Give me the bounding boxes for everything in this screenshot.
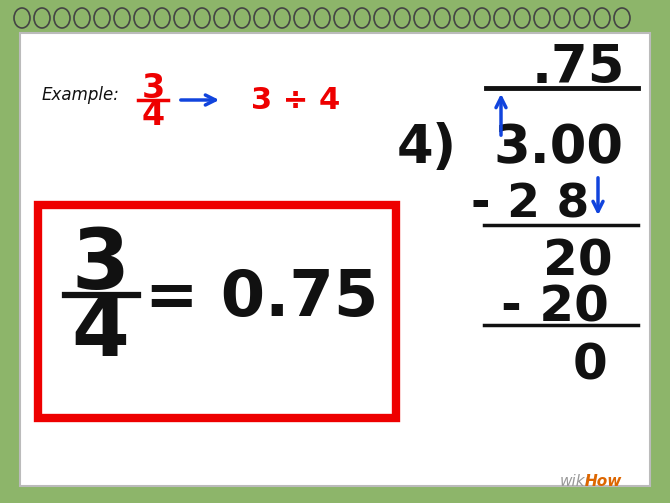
Ellipse shape [534,8,550,28]
Ellipse shape [454,8,470,28]
Text: 3.00: 3.00 [493,122,623,174]
Ellipse shape [294,8,310,28]
Text: 3: 3 [141,71,165,105]
Text: 4: 4 [397,122,433,174]
Ellipse shape [494,8,510,28]
Text: - 20: - 20 [501,284,609,332]
Ellipse shape [34,8,50,28]
Ellipse shape [474,8,490,28]
Ellipse shape [114,8,130,28]
Text: 4: 4 [141,99,165,131]
Text: wiki: wiki [560,474,590,489]
Text: ): ) [432,122,456,174]
Ellipse shape [174,8,190,28]
Ellipse shape [74,8,90,28]
Ellipse shape [354,8,370,28]
Ellipse shape [94,8,110,28]
Text: How: How [585,474,622,489]
Ellipse shape [314,8,330,28]
Text: = 0.75: = 0.75 [145,267,379,329]
Ellipse shape [54,8,70,28]
Ellipse shape [374,8,390,28]
Text: 3: 3 [71,224,129,305]
Ellipse shape [334,8,350,28]
Text: 4: 4 [71,292,129,373]
Ellipse shape [554,8,570,28]
Ellipse shape [154,8,170,28]
Ellipse shape [514,8,530,28]
Text: 3 ÷ 4: 3 ÷ 4 [251,86,340,115]
Ellipse shape [394,8,410,28]
Text: 0: 0 [573,341,608,389]
Ellipse shape [414,8,430,28]
Ellipse shape [214,8,230,28]
Ellipse shape [274,8,290,28]
Text: - 2 8: - 2 8 [471,183,589,227]
Bar [38,205,396,418]
Ellipse shape [434,8,450,28]
Ellipse shape [614,8,630,28]
Ellipse shape [134,8,150,28]
Ellipse shape [574,8,590,28]
Ellipse shape [254,8,270,28]
Ellipse shape [594,8,610,28]
Text: .75: .75 [531,42,624,94]
Ellipse shape [234,8,250,28]
Text: Example:: Example: [42,86,120,104]
Text: 20: 20 [543,238,613,286]
Ellipse shape [14,8,30,28]
Ellipse shape [194,8,210,28]
